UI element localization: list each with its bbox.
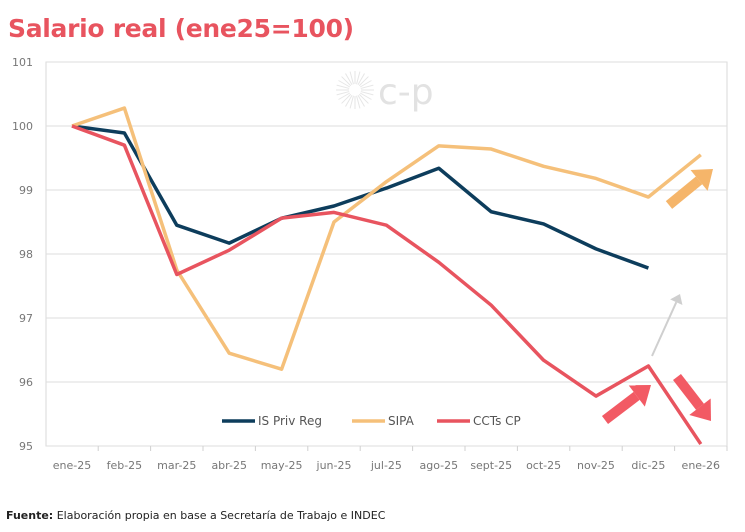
x-tick-label: ene-26 [682,459,720,472]
sun-icon [336,91,350,96]
y-tick-label: 95 [19,440,33,453]
sun-icon [341,93,352,104]
sun-icon [338,80,351,88]
sun-icon [356,71,361,85]
x-tick-label: feb-25 [107,459,143,472]
x-tick-label: nov-25 [577,459,615,472]
series-line-is-priv-reg [71,124,650,270]
series-line-sipa [71,106,702,371]
sun-icon [357,73,365,86]
y-tick-label: 101 [12,56,33,69]
x-tick-label: ago-25 [419,459,458,472]
y-tick-label: 97 [19,312,33,325]
x-tick-label: ene-25 [53,459,91,472]
x-tick-label: jun-25 [316,459,352,472]
x-tick-label: dic-25 [631,459,665,472]
y-tick-label: 96 [19,376,33,389]
sun-icon [360,91,374,96]
x-tick-label: mar-25 [157,459,196,472]
ccts-up-arrow-icon-head [628,385,651,407]
sun-icon [338,92,351,100]
sipa-up-arrow-icon-head [690,169,713,191]
source-text: Elaboración propia en base a Secretaría … [56,509,386,522]
source-label: Fuente: [6,509,54,522]
sun-icon [341,76,352,87]
y-tick-label: 98 [19,248,33,261]
y-tick-label: 100 [12,120,33,133]
sun-icon [358,76,369,87]
chart-title: Salario real (ene25=100) [8,14,354,43]
sipa-up-arrow-icon [665,176,703,209]
sun-icon [336,84,350,89]
source-note: Fuente: Elaboración propia en base a Sec… [6,509,385,522]
sun-icon [358,93,369,104]
series-line-ccts-cp [71,124,703,446]
x-tick-label: jul-25 [370,459,402,472]
sun-icon [359,92,372,100]
projection-arrow-icon [651,301,678,357]
sun-icon [356,95,361,109]
ccts-up-arrow-icon [601,391,640,424]
sun-icon [349,71,354,85]
sun-icon [357,94,365,107]
sun-icon [345,73,353,86]
watermark-logo: c-p [336,71,434,113]
legend-label: SIPA [388,414,415,428]
y-tick-label: 99 [19,184,33,197]
x-tick-label: oct-25 [526,459,561,472]
x-tick-label: sept-25 [470,459,512,472]
x-tick-label: abr-25 [211,459,247,472]
sun-icon [345,94,353,107]
ccts-down-arrow-icon [673,373,704,410]
ccts-down-arrow-icon-head [689,398,711,421]
legend-label: IS Priv Reg [258,414,322,428]
x-tick-label: may-25 [261,459,303,472]
projection-arrow-icon-head [670,294,683,305]
sun-icon [360,84,374,89]
sun-icon [349,95,354,109]
watermark-text: c-p [378,72,434,113]
legend-label: CCTs CP [473,414,521,428]
sun-icon [359,80,372,88]
